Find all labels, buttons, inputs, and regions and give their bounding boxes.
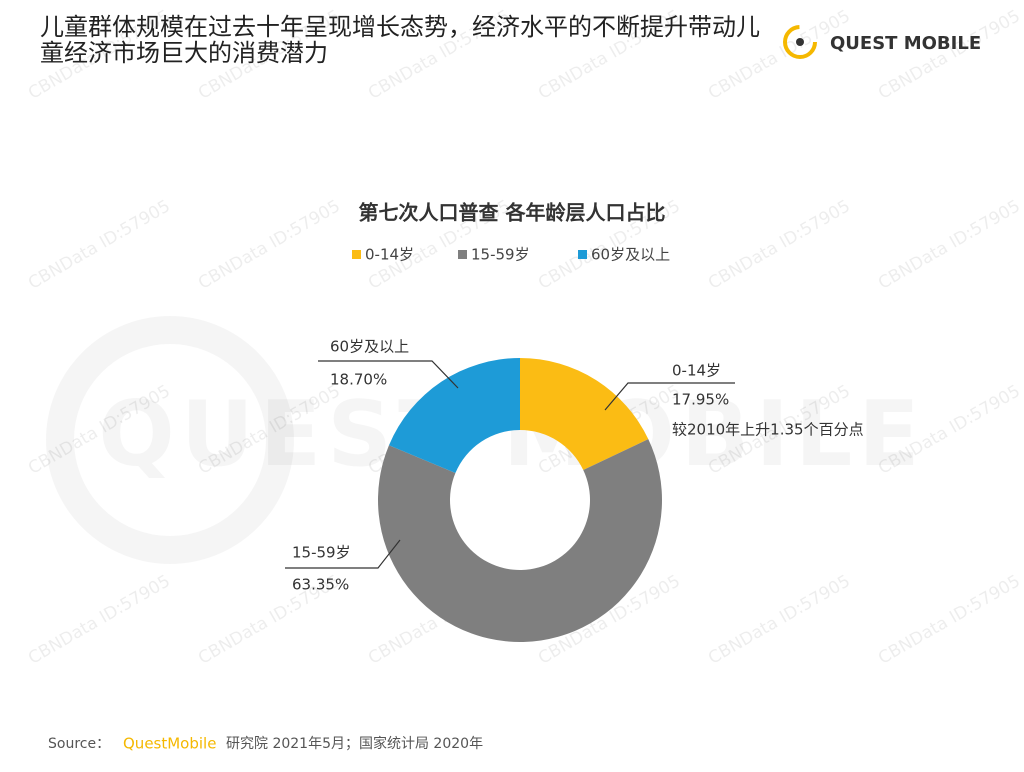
- donut-segment: [520, 358, 649, 470]
- watermark: CBNData ID:57905: [25, 196, 174, 293]
- legend-label: 0-14岁: [365, 246, 414, 264]
- watermark: CBNData ID:57905: [875, 6, 1024, 103]
- legend: 0-14岁 15-59岁 60岁及以上: [352, 246, 670, 264]
- callout-category: 0-14岁: [672, 362, 721, 380]
- callout-category: 60岁及以上: [330, 338, 409, 356]
- callout-category: 15-59岁: [292, 544, 351, 562]
- legend-label: 60岁及以上: [591, 246, 670, 264]
- header-box: 儿童群体规模在过去十年呈现增长态势，经济水平的不断提升带动儿童经济市场巨大的消费…: [40, 14, 760, 67]
- logo-text: QUEST MOBILE: [830, 33, 981, 54]
- annotation: 较2010年上升1.35个百分点: [672, 421, 864, 439]
- source-label: Source：: [48, 736, 110, 752]
- plot: 0-14岁 17.95% 较2010年上升1.35个百分点 15-59岁 63.35% 6…: [285, 338, 864, 642]
- logo-dot: [796, 38, 804, 46]
- watermark: CBNData ID:57905: [25, 571, 174, 668]
- source-brand: QuestMobile: [123, 735, 216, 753]
- legend-label: 15-59岁: [471, 246, 530, 264]
- watermark: CBNData ID:57905: [195, 196, 344, 293]
- logo: QUEST MOBILE: [783, 25, 981, 59]
- source-text: 研究院 2021年5月；国家统计局 2020年: [226, 735, 483, 752]
- donut-segment: [377, 439, 662, 642]
- value-label: 17.95%: [672, 391, 729, 409]
- watermark: CBNData ID:57905: [705, 196, 854, 293]
- donut-segment: [388, 358, 520, 474]
- callout-line: [318, 360, 459, 389]
- callout-line: [285, 539, 401, 569]
- watermark-logo: [46, 316, 294, 564]
- legend-swatch: [352, 250, 361, 259]
- watermark: CBNData ID:57905: [875, 571, 1024, 668]
- header-title: 儿童群体规模在过去十年呈现增长态势，经济水平的不断提升带动儿童经济市场巨大的消费…: [40, 14, 760, 67]
- legend-swatch: [578, 250, 587, 259]
- chart-title: 第七次人口普查 各年龄层人口占比: [359, 201, 666, 225]
- value-label: 18.70%: [330, 371, 387, 389]
- watermark: CBNData ID:57905: [875, 196, 1024, 293]
- watermark: CBNData ID:57905: [705, 571, 854, 668]
- value-label: 63.35%: [292, 576, 349, 594]
- logo-ring: [783, 25, 817, 59]
- callout-line: [604, 382, 735, 411]
- legend-swatch: [458, 250, 467, 259]
